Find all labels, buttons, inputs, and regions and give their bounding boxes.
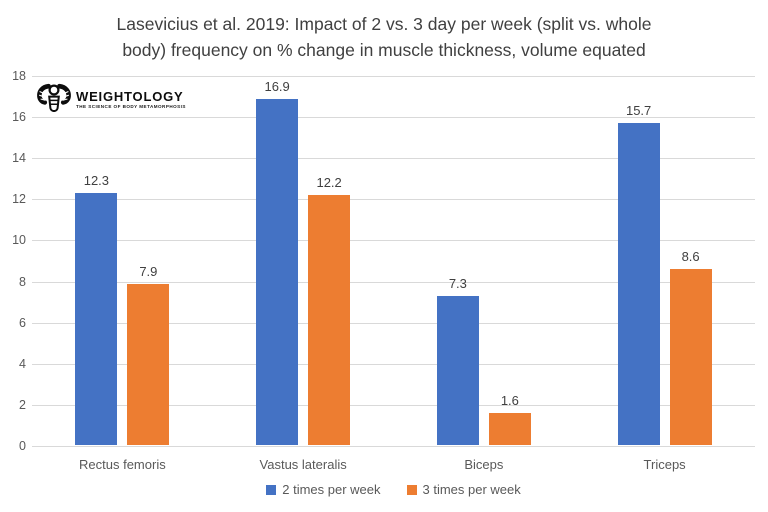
y-axis-tick-label: 18 bbox=[12, 69, 26, 83]
bar bbox=[75, 193, 118, 445]
legend-item: 3 times per week bbox=[406, 482, 521, 497]
gridline bbox=[32, 240, 755, 242]
gridline bbox=[32, 446, 755, 447]
legend-label: 2 times per week bbox=[282, 482, 381, 497]
y-axis-tick-label: 6 bbox=[19, 315, 26, 330]
logo-text: WEIGHTOLOGY THE SCIENCE OF BODY METAMORP… bbox=[76, 88, 186, 110]
y-axis-tick-label: 0 bbox=[19, 439, 26, 453]
bar-value-label: 8.6 bbox=[681, 249, 700, 265]
y-axis-tick-label: 12 bbox=[12, 192, 26, 207]
chart-title-line1: Lasevicius et al. 2019: Impact of 2 vs. … bbox=[116, 14, 652, 34]
bar-value-label: 15.7 bbox=[625, 103, 652, 119]
chart-title: Lasevicius et al. 2019: Impact of 2 vs. … bbox=[0, 11, 768, 63]
bar-value-label: 16.9 bbox=[264, 78, 290, 94]
category-label: Triceps bbox=[643, 457, 686, 472]
y-axis-tick-label: 10 bbox=[12, 233, 26, 248]
gridline bbox=[32, 117, 755, 119]
logo-brand: WEIGHTOLOGY bbox=[76, 88, 184, 104]
legend-swatch bbox=[266, 485, 277, 495]
bar bbox=[488, 413, 531, 445]
y-axis-tick-label: 8 bbox=[19, 274, 26, 289]
legend-label: 3 times per week bbox=[422, 482, 521, 497]
bar bbox=[308, 195, 351, 445]
bar-value-label: 12.3 bbox=[83, 173, 110, 189]
logo-tagline: THE SCIENCE OF BODY METAMORPHOSIS bbox=[76, 103, 186, 109]
bar bbox=[256, 98, 299, 445]
bar bbox=[436, 295, 479, 445]
gridline bbox=[32, 199, 755, 201]
flexing-figure-icon bbox=[36, 82, 72, 117]
y-axis-tick-label: 14 bbox=[12, 151, 26, 166]
gridline bbox=[32, 76, 755, 77]
chart-title-line2: body) frequency on % change in muscle th… bbox=[122, 40, 646, 60]
bar-value-label: 1.6 bbox=[500, 393, 519, 409]
category-label: Biceps bbox=[464, 457, 504, 472]
legend-item: 2 times per week bbox=[266, 482, 381, 497]
weightology-logo: WEIGHTOLOGY THE SCIENCE OF BODY METAMORP… bbox=[36, 82, 186, 117]
gridline bbox=[32, 404, 755, 406]
gridline bbox=[32, 322, 755, 324]
bar-value-label: 7.9 bbox=[139, 263, 158, 279]
legend-swatch bbox=[406, 485, 417, 495]
bar-value-label: 7.3 bbox=[448, 275, 467, 291]
bar-value-label: 12.2 bbox=[316, 175, 342, 191]
bar bbox=[127, 283, 170, 445]
y-axis-tick-label: 16 bbox=[12, 110, 26, 125]
y-axis-tick-label: 2 bbox=[19, 397, 26, 412]
category-label: Rectus femoris bbox=[79, 457, 166, 472]
gridline bbox=[32, 281, 755, 283]
gridline bbox=[32, 363, 755, 365]
bar bbox=[669, 269, 712, 445]
plot-area bbox=[32, 76, 755, 447]
category-label: Vastus lateralis bbox=[259, 457, 347, 472]
y-axis-tick-label: 4 bbox=[19, 356, 26, 371]
legend: 2 times per week 3 times per week bbox=[32, 483, 755, 497]
bar bbox=[617, 123, 660, 445]
gridline bbox=[32, 158, 755, 160]
